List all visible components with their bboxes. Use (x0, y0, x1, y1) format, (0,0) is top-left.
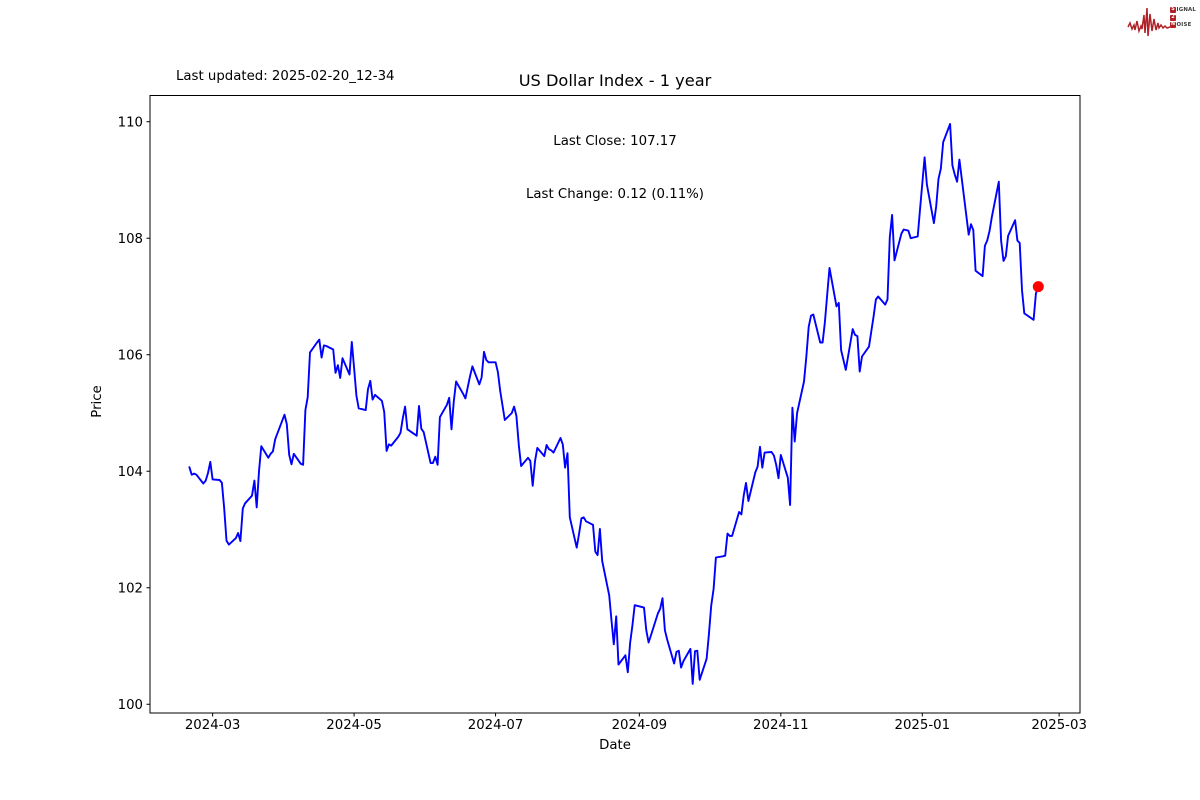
chart-title: US Dollar Index - 1 year (518, 71, 712, 90)
x-tick-label: 2024-03 (185, 718, 241, 733)
logo-words: S IGNAL 2 N OISE (1170, 7, 1196, 29)
x-tick-label: 2024-07 (468, 718, 524, 733)
last-close-marker (1032, 281, 1044, 293)
x-axis-label: Date (599, 738, 631, 753)
logo-word-noise: N OISE (1170, 22, 1196, 29)
logo-word-2: 2 (1170, 14, 1196, 22)
waveform-icon (1127, 7, 1171, 37)
chart-subtitle: Last Close: 107.17 Last Change: 0.12 (0.… (150, 98, 1080, 238)
y-tick-label: 102 (118, 581, 143, 596)
signal2noise-logo: S IGNAL 2 N OISE (1126, 2, 1200, 54)
x-tick-label: 2024-11 (753, 718, 809, 733)
y-axis-label: Price (90, 385, 105, 418)
logo-initial-box: N (1170, 22, 1176, 29)
x-tick-label: 2025-01 (895, 718, 951, 733)
x-tick-label: 2024-05 (326, 718, 382, 733)
logo-word-signal: S IGNAL (1170, 7, 1196, 14)
x-tick-label: 2025-03 (1031, 718, 1087, 733)
last-change-text: Last Change: 0.12 (0.11%) (526, 186, 704, 202)
plot-border (149, 95, 1081, 714)
logo-initial-box: S (1170, 7, 1176, 14)
logo-word-rest: OISE (1176, 22, 1192, 29)
last-close-text: Last Close: 107.17 (553, 134, 677, 149)
x-tick-label: 2024-09 (612, 718, 668, 733)
y-tick-label: 108 (118, 232, 143, 247)
logo-initial-box: 2 (1170, 14, 1176, 21)
logo-word-rest: IGNAL (1176, 7, 1197, 14)
y-tick-label: 106 (118, 348, 143, 363)
y-tick-label: 110 (118, 115, 143, 130)
last-updated-text: Last updated: 2025-02-20_12-34 (176, 69, 395, 84)
y-tick-label: 104 (118, 465, 143, 480)
price-line (188, 123, 1040, 685)
y-tick-label: 100 (118, 698, 143, 713)
